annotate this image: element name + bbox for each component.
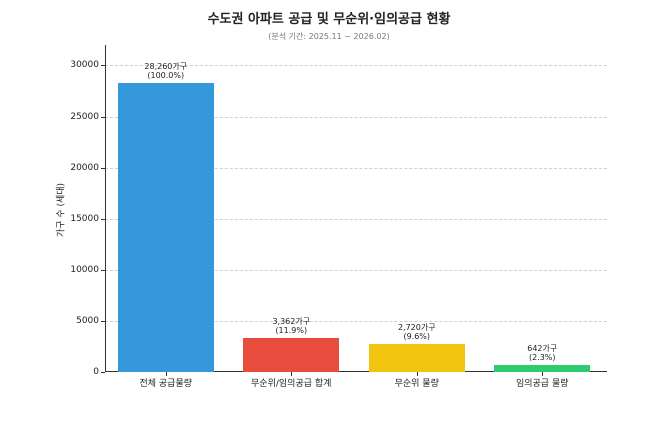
bar [368, 344, 465, 372]
y-axis-label: 가구 수 (세대) [56, 182, 67, 238]
y-tick-label: 30000 [70, 60, 99, 70]
bar [494, 365, 591, 372]
bar [243, 337, 340, 372]
bar-data-label: 2,720가구 (9.6%) [357, 323, 477, 341]
x-axis [105, 371, 607, 372]
bar-data-label: 3,362가구 (11.9%) [231, 317, 351, 335]
bar-percentage: (9.6%) [403, 332, 431, 342]
bar-percentage: (11.9%) [275, 325, 308, 335]
x-tick-label: 전체 공급물량 [139, 379, 193, 389]
x-tick-mark [291, 372, 293, 376]
x-tick-mark [416, 372, 418, 376]
y-tick-label: 25000 [70, 112, 99, 122]
x-tick-mark [542, 372, 544, 376]
x-tick-mark [165, 372, 167, 376]
chart-title: 수도권 아파트 공급 및 무순위·임의공급 현황 [207, 12, 451, 27]
y-tick-label: 0 [93, 367, 99, 377]
y-tick-mark [101, 65, 105, 66]
gridline [105, 117, 607, 118]
y-axis [105, 45, 106, 372]
y-tick-label: 20000 [70, 163, 99, 173]
y-tick-label: 5000 [76, 316, 99, 326]
gridline [105, 270, 607, 271]
x-tick-label: 임의공급 물량 [515, 379, 569, 389]
bar [117, 83, 214, 372]
y-tick-mark [101, 372, 105, 373]
x-tick-label: 무순위/임의공급 합계 [251, 379, 332, 389]
gridline [105, 65, 607, 66]
x-tick-label: 무순위 물량 [394, 379, 439, 389]
y-tick-mark [101, 168, 105, 169]
y-tick-mark [101, 321, 105, 322]
bar-percentage: (2.3%) [528, 353, 556, 363]
gridline [105, 219, 607, 220]
bar-value: 3,362가구 [272, 316, 311, 326]
y-tick-label: 10000 [70, 265, 99, 275]
bar-value: 642가구 [527, 344, 558, 354]
chart-subtitle: (분석 기간: 2025.11 ~ 2026.02) [268, 32, 390, 41]
bar-data-label: 642가구 (2.3%) [482, 344, 602, 362]
y-tick-mark [101, 219, 105, 220]
gridline [105, 321, 607, 322]
bar-data-label: 28,260가구 (100.0%) [106, 62, 226, 80]
y-tick-mark [101, 117, 105, 118]
bar-value: 2,720가구 [397, 323, 436, 333]
bar-percentage: (100.0%) [147, 71, 185, 81]
bar-value: 28,260가구 [144, 62, 188, 72]
gridline [105, 168, 607, 169]
y-tick-mark [101, 270, 105, 271]
y-tick-label: 15000 [70, 214, 99, 224]
